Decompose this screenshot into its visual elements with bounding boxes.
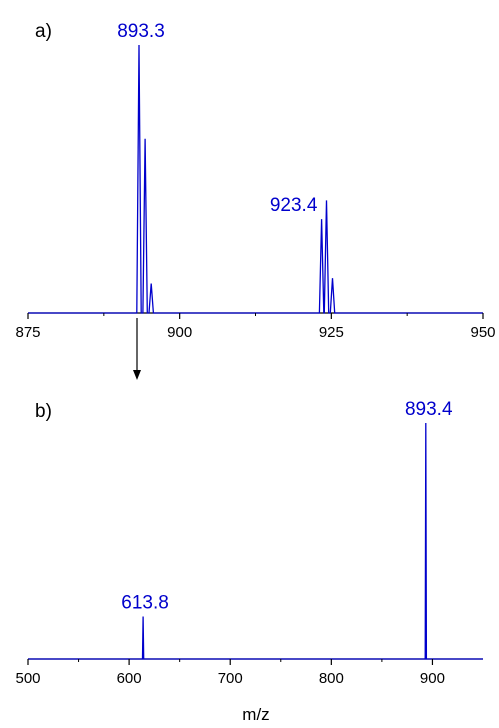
panel-a-spectrum-line — [28, 44, 483, 314]
x-tick-label: 875 — [15, 324, 40, 341]
x-tick-label: 700 — [218, 670, 243, 687]
panel-a-label: a) — [35, 21, 52, 42]
panel-a-peak-labels: 893.3 923.4 — [117, 21, 318, 216]
panel-b-peak-labels: 613.8 893.4 — [121, 399, 453, 614]
x-tick-label: 500 — [15, 670, 40, 687]
x-axis-title: m/z — [242, 705, 269, 724]
panel-b-label: b) — [35, 401, 52, 422]
peak-label: 923.4 — [270, 195, 318, 216]
peak-label: 613.8 — [121, 593, 169, 614]
selection-arrow — [133, 318, 141, 380]
x-tick-label: 800 — [319, 670, 344, 687]
peak-label: 893.4 — [405, 399, 453, 420]
panel-b-spectrum-line — [28, 422, 483, 660]
x-tick-label: 900 — [420, 670, 445, 687]
panel-b-x-ticks: 500 600 700 800 900 — [15, 659, 445, 687]
x-tick-label: 600 — [117, 670, 142, 687]
x-tick-label: 925 — [319, 324, 344, 341]
x-tick-label: 900 — [167, 324, 192, 341]
peak-label: 893.3 — [117, 21, 165, 42]
panel-a-x-ticks: 875 900 925 950 — [15, 313, 496, 341]
x-tick-label: 950 — [470, 324, 495, 341]
panel-b: b) 500 600 700 800 900 613.8 893.4 m/z — [15, 399, 483, 724]
panel-a: a) 875 900 925 950 893.3 923.4 — [15, 21, 495, 341]
